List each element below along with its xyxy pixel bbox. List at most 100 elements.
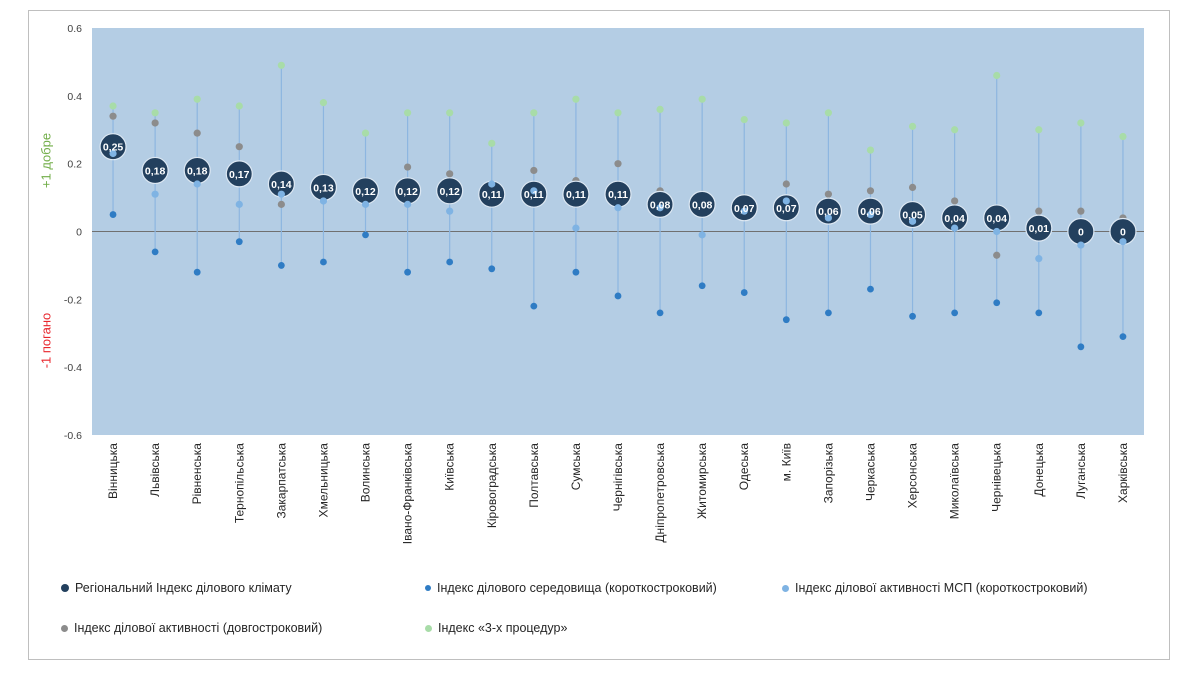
regional-index-point [898, 200, 927, 229]
business-environment-point [109, 211, 117, 218]
business-environment-point [320, 258, 327, 266]
long-term-activity-point [277, 200, 285, 208]
business-environment-point [951, 309, 959, 317]
three-procedures-point [235, 102, 243, 110]
business-environment-point [1035, 309, 1043, 317]
regional-index-data-label: 0,11 [608, 189, 628, 201]
business-environment-point [614, 292, 622, 300]
legend-label-business-environment: Індекс ділового середовища (короткострок… [437, 581, 717, 595]
sme-activity-point [446, 207, 454, 215]
legend-marker-sme-activity [782, 584, 789, 592]
business-environment-point [362, 231, 369, 239]
legend-label-regional-index: Регіональний Індекс ділового клімату [75, 581, 292, 595]
x-tick-label: Житомирська [695, 443, 709, 519]
y-tick-label: 0.6 [67, 23, 82, 35]
regional-index-point [1025, 214, 1053, 242]
sme-activity-point [109, 149, 117, 158]
legend-item-business-environment: Індекс ділового середовища (короткострок… [425, 581, 717, 595]
long-term-activity-point [1077, 207, 1085, 215]
x-tick-label: Волинська [359, 443, 373, 503]
x-tick-label: Рівненська [190, 443, 204, 505]
x-tick-label: Сумська [569, 443, 583, 491]
regional-index-data-label: 0,14 [271, 179, 292, 191]
three-procedures-point [782, 119, 790, 127]
three-procedures-point [656, 105, 664, 113]
three-procedures-point [446, 109, 454, 117]
x-tick-label: Запорізька [821, 443, 835, 504]
y-tick-label: -0.6 [64, 430, 82, 442]
sme-activity-point [277, 190, 285, 198]
business-environment-point [235, 238, 243, 246]
sme-activity-point [656, 204, 664, 212]
y-tick-label: -0.4 [64, 362, 82, 374]
three-procedures-point [740, 115, 748, 124]
x-tick-label: Хмельницька [316, 443, 330, 518]
sme-activity-point [488, 180, 496, 188]
business-environment-point [993, 299, 1001, 307]
business-environment-point [446, 258, 454, 266]
legend-item-sme-activity: Індекс ділової активності МСП (короткост… [782, 581, 1088, 595]
regional-index-data-label: 0,08 [692, 199, 713, 211]
business-environment-point [277, 262, 285, 269]
x-tick-label: Одеська [737, 443, 751, 491]
x-tick-label: Івано-Франківська [401, 443, 415, 545]
long-term-activity-point [866, 187, 875, 195]
y-tick-label: 0.2 [67, 159, 82, 171]
three-procedures-point [404, 109, 412, 117]
sme-activity-point [866, 210, 875, 219]
long-term-activity-point [993, 251, 1001, 259]
y-label-bad: -1 погано [39, 306, 54, 376]
three-procedures-point [530, 109, 538, 117]
regional-index-point [99, 133, 127, 161]
sme-activity-point [151, 190, 159, 198]
legend-item-regional-index: Регіональний Індекс ділового клімату [61, 581, 292, 595]
long-term-activity-point [193, 129, 201, 137]
x-tick-label: Чернівецька [990, 443, 1004, 512]
regional-index-data-label: 0,12 [355, 186, 376, 198]
long-term-activity-point [109, 112, 117, 120]
three-procedures-point [1077, 119, 1085, 127]
business-environment-point [151, 248, 159, 256]
long-term-activity-point [151, 119, 159, 127]
x-tick-label: Херсонська [906, 443, 920, 509]
sme-activity-point [1035, 255, 1043, 263]
three-procedures-point [109, 102, 117, 110]
sme-activity-point [319, 197, 328, 205]
legend-item-three-procedures: Індекс «3-х процедур» [425, 621, 567, 635]
sme-activity-point [404, 200, 412, 208]
three-procedures-point [866, 146, 875, 154]
y-tick-label: -0.2 [64, 294, 82, 306]
three-procedures-point [151, 109, 159, 117]
y-tick-label: 0 [76, 227, 82, 239]
sme-activity-point [698, 231, 706, 239]
regional-index-data-label: 0,06 [818, 206, 839, 218]
y-label-good-text: +1 добре [38, 132, 54, 189]
three-procedures-point [698, 95, 706, 103]
regional-index-data-label: 0,11 [482, 189, 502, 201]
three-procedures-point [277, 61, 285, 69]
regional-index-data-label: 0,13 [313, 182, 334, 194]
regional-index-data-label: 0,11 [566, 189, 586, 201]
x-tick-label: Вінницька [106, 443, 120, 499]
business-environment-point [825, 309, 832, 317]
three-procedures-point [614, 109, 622, 117]
regional-index-data-label: 0,05 [902, 210, 923, 222]
regional-index-data-label: 0,01 [1029, 223, 1050, 235]
business-environment-point [782, 316, 790, 324]
sme-activity-point [993, 227, 1001, 236]
business-environment-point [530, 302, 538, 310]
x-tick-label: Миколаївська [948, 443, 962, 520]
legend-marker-long-term-activity [61, 624, 68, 632]
sme-activity-point [740, 207, 748, 215]
three-procedures-point [1035, 126, 1043, 134]
long-term-activity-point [530, 166, 538, 175]
sme-activity-point [572, 224, 580, 232]
three-procedures-point [361, 129, 370, 137]
business-environment-point [698, 282, 706, 290]
three-procedures-point [824, 109, 833, 117]
three-procedures-point [319, 99, 328, 107]
regional-index-data-label: 0 [1078, 227, 1084, 239]
regional-index-data-label: 0,25 [103, 142, 124, 154]
long-term-activity-point [1035, 207, 1043, 215]
sme-activity-point [1119, 238, 1127, 246]
